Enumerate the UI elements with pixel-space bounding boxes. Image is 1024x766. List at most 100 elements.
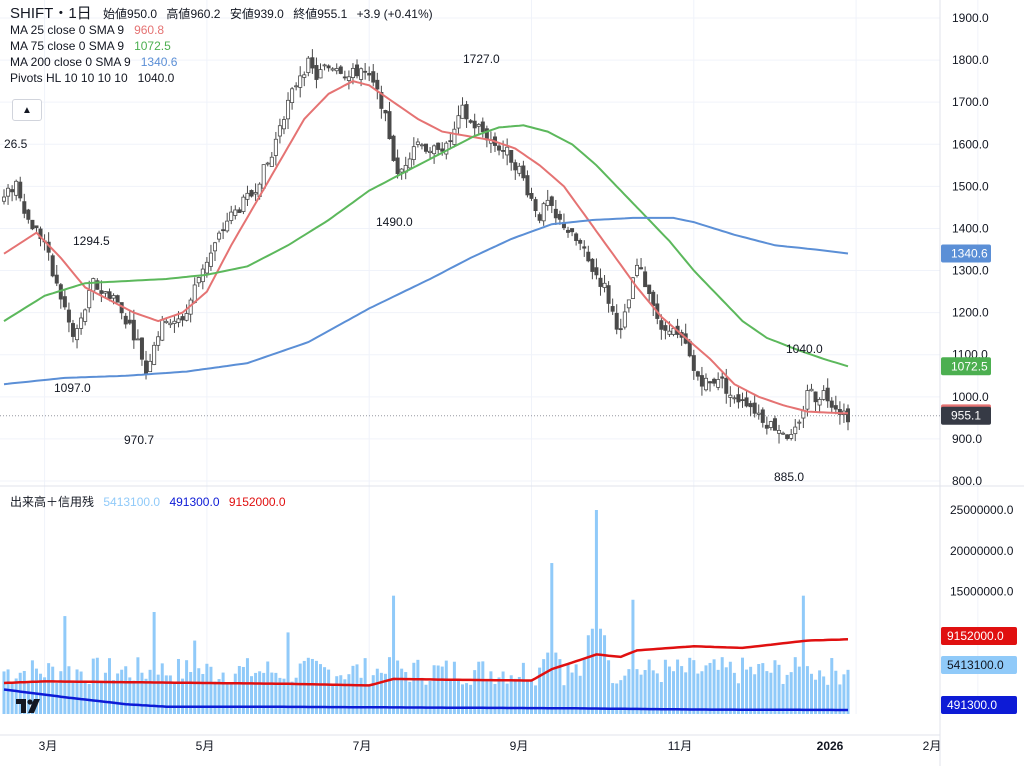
candle[interactable] bbox=[622, 311, 627, 328]
candle[interactable] bbox=[651, 291, 656, 307]
candle[interactable] bbox=[724, 377, 729, 394]
candle[interactable] bbox=[448, 140, 453, 143]
volume-bar[interactable] bbox=[128, 677, 132, 714]
candle[interactable] bbox=[509, 150, 514, 163]
volume-bar[interactable] bbox=[416, 659, 420, 714]
volume-bar[interactable] bbox=[505, 683, 509, 714]
candle[interactable] bbox=[237, 209, 242, 213]
volume-bar[interactable] bbox=[530, 680, 533, 714]
margin-buy-line[interactable] bbox=[3, 638, 849, 687]
volume-bar[interactable] bbox=[47, 663, 51, 714]
candle[interactable] bbox=[452, 128, 457, 145]
volume-bar[interactable] bbox=[116, 673, 120, 714]
volume-bar[interactable] bbox=[140, 672, 144, 714]
candle[interactable] bbox=[14, 180, 19, 196]
candle[interactable] bbox=[744, 397, 749, 407]
candle[interactable] bbox=[160, 319, 165, 341]
candle[interactable] bbox=[456, 115, 461, 129]
volume-bar[interactable] bbox=[761, 663, 765, 714]
volume-bar[interactable] bbox=[108, 658, 111, 714]
candle[interactable] bbox=[350, 67, 355, 79]
volume-bar[interactable] bbox=[736, 683, 740, 714]
candle[interactable] bbox=[659, 320, 664, 330]
volume-bar[interactable] bbox=[582, 658, 586, 714]
candle[interactable] bbox=[30, 219, 35, 230]
candle[interactable] bbox=[833, 405, 838, 410]
volume-bar[interactable] bbox=[712, 659, 716, 714]
volume-bar[interactable] bbox=[785, 674, 789, 714]
volume-bar[interactable] bbox=[274, 672, 278, 714]
candle[interactable] bbox=[643, 271, 648, 288]
volume-bar[interactable] bbox=[684, 672, 688, 714]
volume-bar[interactable] bbox=[250, 676, 254, 714]
volume-bar[interactable] bbox=[513, 678, 517, 714]
volume-bar[interactable] bbox=[477, 661, 481, 714]
volume-bar[interactable] bbox=[444, 660, 448, 714]
volume-bar[interactable] bbox=[343, 679, 347, 714]
volume-bar[interactable] bbox=[26, 683, 30, 714]
candle[interactable] bbox=[18, 181, 23, 199]
candle[interactable] bbox=[553, 208, 558, 219]
candle[interactable] bbox=[594, 267, 599, 276]
candle[interactable] bbox=[436, 142, 441, 150]
volume-bar[interactable] bbox=[95, 657, 99, 714]
candle[interactable] bbox=[703, 377, 708, 391]
candle[interactable] bbox=[545, 199, 550, 207]
volume-bar[interactable] bbox=[728, 661, 732, 714]
volume-bar[interactable] bbox=[120, 669, 124, 714]
volume-bar[interactable] bbox=[245, 658, 249, 714]
candle[interactable] bbox=[541, 203, 546, 222]
candle[interactable] bbox=[566, 229, 571, 233]
candle[interactable] bbox=[217, 232, 222, 240]
candle[interactable] bbox=[699, 375, 704, 387]
volume-bar[interactable] bbox=[428, 681, 432, 714]
candle[interactable] bbox=[501, 150, 506, 152]
candle[interactable] bbox=[363, 70, 368, 73]
candle[interactable] bbox=[208, 252, 213, 267]
volume-bar[interactable] bbox=[75, 669, 79, 714]
candle[interactable] bbox=[111, 295, 116, 299]
candle[interactable] bbox=[172, 320, 177, 324]
volume-bar[interactable] bbox=[14, 678, 18, 714]
candle[interactable] bbox=[777, 430, 782, 434]
candle[interactable] bbox=[716, 379, 721, 388]
volume-bar[interactable] bbox=[659, 682, 663, 714]
volume-bar[interactable] bbox=[826, 684, 830, 714]
candle[interactable] bbox=[464, 104, 469, 120]
volume-bar[interactable] bbox=[631, 599, 635, 714]
volume-bar[interactable] bbox=[294, 677, 298, 714]
candle[interactable] bbox=[103, 291, 108, 294]
volume-bar[interactable] bbox=[63, 616, 67, 714]
candle[interactable] bbox=[846, 408, 851, 423]
volume-bar[interactable] bbox=[160, 663, 164, 714]
candle[interactable] bbox=[91, 278, 96, 292]
candle[interactable] bbox=[635, 264, 640, 276]
volume-bar[interactable] bbox=[310, 658, 314, 714]
candle[interactable] bbox=[781, 432, 786, 435]
candle[interactable] bbox=[440, 148, 445, 152]
volume-bar[interactable] bbox=[176, 658, 180, 714]
volume-bar[interactable] bbox=[181, 678, 185, 714]
candle[interactable] bbox=[107, 291, 112, 300]
volume-bar[interactable] bbox=[639, 674, 643, 714]
volume-bar[interactable] bbox=[217, 679, 221, 714]
volume-bar[interactable] bbox=[327, 669, 331, 714]
candle[interactable] bbox=[801, 410, 806, 419]
volume-bar[interactable] bbox=[550, 563, 554, 714]
candle[interactable] bbox=[314, 65, 319, 80]
candle[interactable] bbox=[54, 274, 59, 284]
volume-bar[interactable] bbox=[420, 677, 424, 714]
candle[interactable] bbox=[728, 394, 733, 398]
volume-bar[interactable] bbox=[112, 680, 116, 714]
candle[interactable] bbox=[87, 290, 92, 309]
volume-bar[interactable] bbox=[387, 657, 391, 714]
volume-bar[interactable] bbox=[822, 676, 826, 714]
volume-bar[interactable] bbox=[818, 670, 822, 714]
candle[interactable] bbox=[748, 403, 753, 408]
candle[interactable] bbox=[164, 320, 169, 324]
volume-bar[interactable] bbox=[594, 510, 598, 714]
candle[interactable] bbox=[610, 306, 615, 312]
volume-bar[interactable] bbox=[805, 666, 809, 714]
candle[interactable] bbox=[817, 398, 822, 406]
candle[interactable] bbox=[797, 421, 802, 424]
